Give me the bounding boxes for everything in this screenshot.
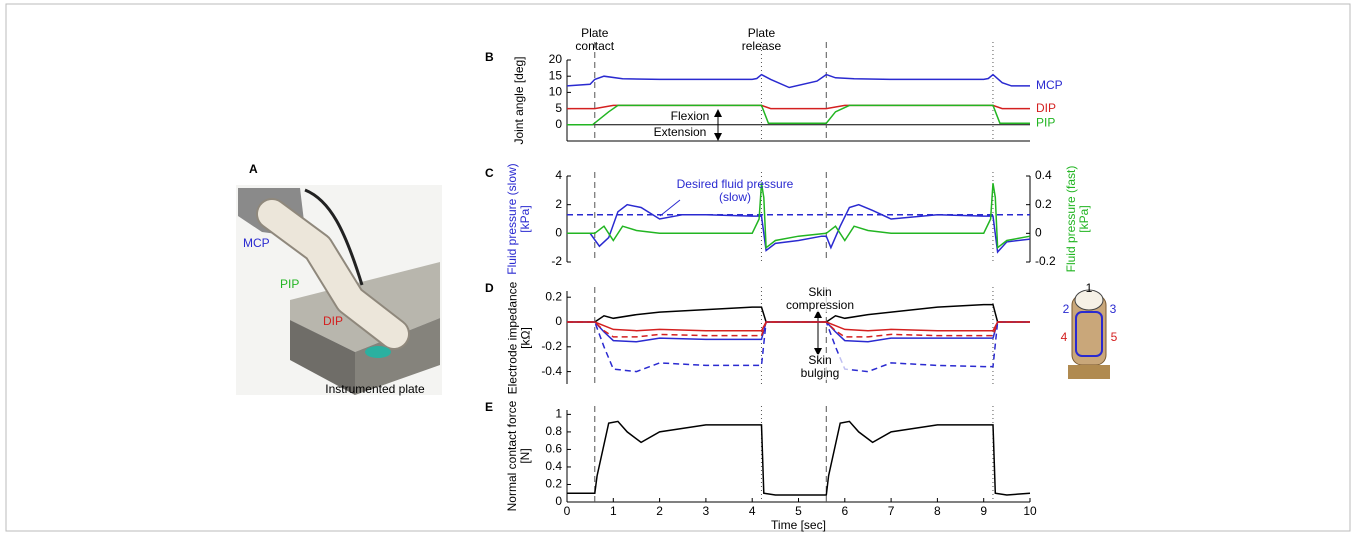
inset-base bbox=[1068, 365, 1110, 379]
y-axis-title: Joint angle [deg] bbox=[511, 56, 526, 145]
line-series bbox=[567, 104, 1030, 110]
frame bbox=[5, 3, 1351, 532]
y2-axis-title: Fluid pressure (fast) [kPa] bbox=[1064, 165, 1091, 273]
series-label: 3 bbox=[1110, 302, 1117, 316]
panel-label: C bbox=[485, 166, 494, 180]
panel-label: D bbox=[485, 281, 494, 295]
y-tick-label: 0 bbox=[555, 226, 562, 240]
leader-line bbox=[659, 199, 681, 217]
annotation: Extension bbox=[654, 125, 707, 139]
y-tick-label: 1 bbox=[555, 407, 562, 421]
line-series bbox=[567, 321, 1030, 343]
series-label: MCP bbox=[1036, 78, 1063, 92]
event-label: Plate release bbox=[741, 26, 782, 53]
x-tick-label: 10 bbox=[1023, 504, 1037, 518]
line-series bbox=[567, 203, 1031, 254]
x-tick-label: 1 bbox=[610, 504, 617, 518]
series-label: 5 bbox=[1111, 330, 1118, 344]
x-axis-title: Time [sec] bbox=[771, 518, 826, 532]
series-label: 1 bbox=[1086, 281, 1093, 295]
inset-tip bbox=[1074, 289, 1104, 311]
y-tick-label: 0.2 bbox=[545, 289, 562, 303]
y-tick-label: 0 bbox=[555, 494, 562, 508]
y-tick-label: -2 bbox=[551, 254, 562, 268]
x-tick-label: 3 bbox=[703, 504, 710, 518]
y-tick-label: -0.4 bbox=[541, 364, 562, 378]
series-label: PIP bbox=[1036, 115, 1055, 129]
cable bbox=[304, 188, 364, 286]
y-tick-label: 5 bbox=[555, 101, 562, 115]
event-label: Plate contact bbox=[575, 26, 615, 53]
y-axis-title: Fluid pressure (slow) [kPa] bbox=[505, 163, 532, 275]
y-axis-title: Normal contact force [N] bbox=[505, 400, 532, 512]
x-tick-label: 7 bbox=[888, 504, 895, 518]
y-tick-label: 0.4 bbox=[545, 459, 562, 473]
photo bbox=[236, 185, 442, 395]
y-tick-label: 0 bbox=[555, 117, 562, 131]
line-series bbox=[567, 104, 1030, 126]
line-series bbox=[567, 321, 1030, 332]
y-tick-label: 0.8 bbox=[545, 424, 562, 438]
panel-label: B bbox=[485, 50, 494, 64]
photo-caption: Instrumented plate bbox=[325, 382, 425, 396]
series-label: 4 bbox=[1061, 330, 1068, 344]
electrode-inset bbox=[1068, 289, 1110, 379]
annotation: Skin compression bbox=[780, 286, 860, 312]
y-tick-label: 4 bbox=[555, 168, 562, 182]
line-series bbox=[567, 183, 1031, 250]
y2-tick-label: 0.2 bbox=[1035, 197, 1052, 211]
plate-side bbox=[290, 320, 355, 395]
y-tick-label: 2 bbox=[555, 197, 562, 211]
y-tick-label: 0.2 bbox=[545, 477, 562, 491]
panel-label: E bbox=[485, 400, 493, 414]
x-tick-label: 5 bbox=[795, 504, 802, 518]
x-tick-label: 4 bbox=[749, 504, 756, 518]
joint-label: MCP bbox=[243, 236, 270, 250]
y2-tick-label: 0.4 bbox=[1035, 168, 1052, 182]
y2-tick-label: 0 bbox=[1035, 226, 1042, 240]
series-label: DIP bbox=[1036, 101, 1056, 115]
series-label: 2 bbox=[1063, 302, 1070, 316]
y-tick-label: 10 bbox=[549, 85, 563, 99]
joint-label: DIP bbox=[323, 314, 343, 328]
inset-electrodes bbox=[1075, 311, 1103, 357]
x-tick-label: 9 bbox=[980, 504, 987, 518]
x-tick-label: 8 bbox=[934, 504, 941, 518]
line-series bbox=[567, 420, 1031, 496]
y-axis-title: Electrode impedance [kΩ] bbox=[505, 281, 532, 394]
panel-label: A bbox=[249, 162, 258, 176]
y2-tick-label: -0.2 bbox=[1035, 254, 1056, 268]
joint-label: PIP bbox=[280, 277, 299, 291]
annotation: Flexion bbox=[671, 109, 710, 123]
x-tick-label: 0 bbox=[564, 504, 571, 518]
series-label: Desired fluid pressure (slow) bbox=[676, 177, 794, 204]
y-tick-label: 0 bbox=[555, 314, 562, 328]
y-tick-label: -0.2 bbox=[541, 339, 562, 353]
fingertip bbox=[365, 346, 391, 358]
x-tick-label: 6 bbox=[841, 504, 848, 518]
x-tick-label: 2 bbox=[656, 504, 663, 518]
y-tick-label: 0.6 bbox=[545, 442, 562, 456]
finger bbox=[258, 200, 408, 348]
y-tick-label: 20 bbox=[549, 52, 563, 66]
annotation: Skin bulging bbox=[790, 354, 850, 380]
plate-front bbox=[355, 318, 440, 395]
y-tick-label: 15 bbox=[549, 68, 563, 82]
line-series bbox=[567, 321, 1030, 338]
line-series bbox=[566, 73, 1030, 89]
